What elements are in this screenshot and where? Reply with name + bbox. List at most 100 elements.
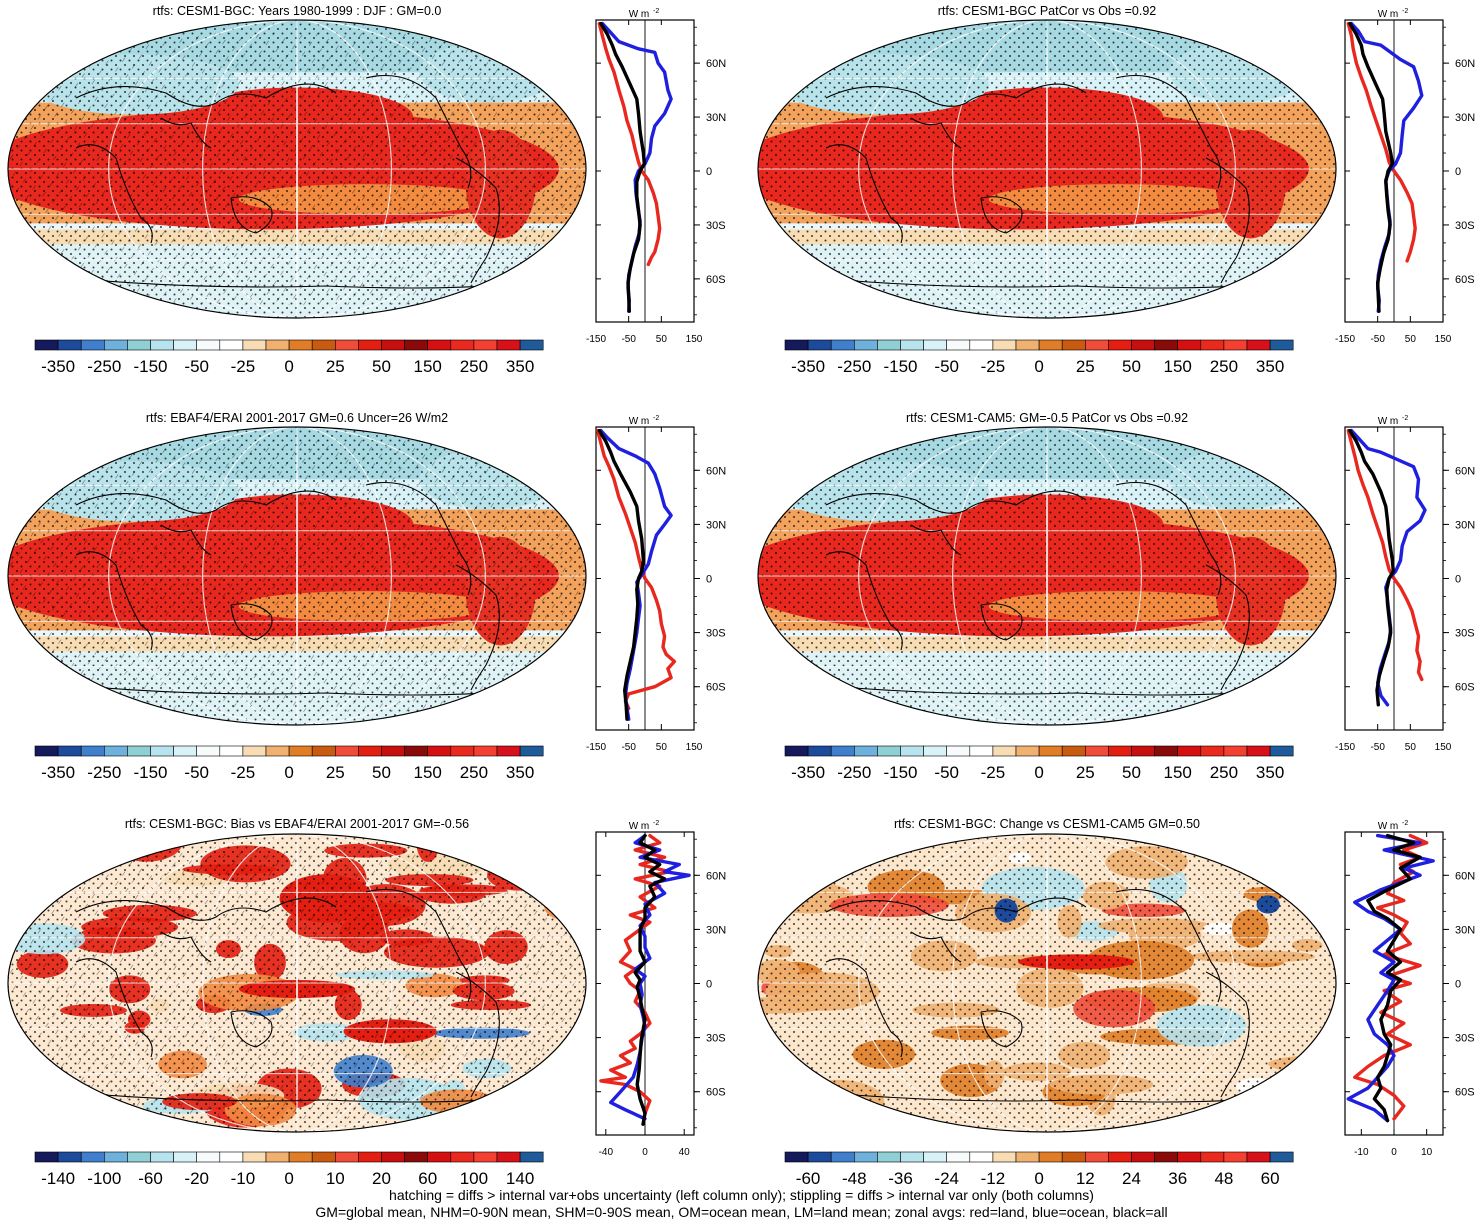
zonal-lat-tick-label: 0 [1455, 166, 1461, 178]
colorbar-label: 250 [1210, 763, 1238, 782]
zonal-x-tick-label: 150 [686, 742, 703, 753]
colorbar-swatch [923, 745, 948, 757]
colorbar-swatch [288, 339, 313, 351]
zonal-average-plot: W m -2 60N 30N 0 30S 60S -10 0 10 [1344, 820, 1475, 1158]
zonal-all-line [1366, 833, 1422, 1123]
colorbar-swatch [807, 339, 832, 351]
panel-title: rtfs: EBAF4/ERAI 2001-2017 GM=0.6 Uncer=… [145, 411, 449, 425]
zonal-lat-tick-label: 60S [706, 274, 726, 286]
colorbar-swatch [1084, 745, 1109, 757]
zonal-lat-tick-label: 60S [706, 1087, 726, 1099]
zonal-lat-tick-label: 30N [1455, 112, 1475, 124]
zonal-average-plot: W m -2 60N 30N 0 30S 60S -150 -50 50 150 [1335, 415, 1475, 753]
colorbar-swatch [1269, 745, 1294, 757]
colorbar-swatch [150, 1151, 174, 1163]
colorbar-swatch [877, 1151, 901, 1163]
colorbar-label: -50 [934, 357, 959, 376]
colorbar-label: -250 [87, 357, 121, 376]
colorbar-label: 60 [418, 1169, 437, 1188]
zonal-x-tick-label: -150 [586, 334, 606, 345]
colorbar-label: 36 [1168, 1169, 1187, 1188]
colorbar-label: -25 [231, 763, 256, 782]
colorbar-swatch [1246, 339, 1271, 351]
colorbar-label: -36 [888, 1169, 913, 1188]
colorbar-label: -150 [883, 763, 917, 782]
colorbar-swatch [127, 339, 151, 351]
zonal-unit-superscript: -2 [653, 415, 659, 422]
zonal-lat-tick-label: 30S [1455, 220, 1475, 232]
colorbar-swatch [1015, 339, 1040, 351]
colorbar-swatch [242, 745, 267, 757]
map-panel [7, 426, 587, 726]
colorbar-swatch [57, 339, 82, 351]
colorbar-swatch [381, 745, 405, 757]
colorbar-label: -250 [837, 357, 871, 376]
colorbar-label: -100 [87, 1169, 121, 1188]
zonal-x-tick-label: 40 [679, 1147, 691, 1158]
colorbar-swatch [1269, 1151, 1294, 1163]
colorbar-label: 350 [1256, 763, 1284, 782]
colorbar-label: -48 [842, 1169, 867, 1188]
colorbar-label: -150 [883, 357, 917, 376]
colorbar-swatch [358, 339, 382, 351]
colorbar-swatch [196, 339, 221, 351]
colorbar-swatch [311, 1151, 336, 1163]
zonal-all-line [1348, 21, 1395, 313]
colorbar-swatch [104, 339, 128, 351]
zonal-unit-label: W m [629, 9, 650, 20]
colorbar-swatch [1108, 339, 1132, 351]
colorbar-swatch [1084, 339, 1109, 351]
colorbar-swatch [334, 339, 359, 351]
colorbar-swatch [1061, 339, 1086, 351]
colorbar-label: 0 [284, 357, 293, 376]
panel-title: rtfs: CESM1-BGC: Change vs CESM1-CAM5 GM… [894, 817, 1200, 831]
map-panel [7, 19, 587, 319]
colorbar-swatch [900, 339, 924, 351]
colorbar-swatch [381, 339, 405, 351]
colorbar-swatch [1154, 745, 1179, 757]
colorbar-swatch [830, 1151, 855, 1163]
colorbar-label: 25 [1076, 763, 1095, 782]
zonal-lat-tick-label: 30N [706, 112, 726, 124]
panel-title: rtfs: CESM1-BGC PatCor vs Obs =0.92 [937, 4, 1157, 18]
colorbar-swatch [1200, 745, 1225, 757]
colorbar-label: 20 [372, 1169, 391, 1188]
colorbar-label: -60 [138, 1169, 163, 1188]
colorbar-swatch [265, 745, 290, 757]
colorbar: -140 -100 -60 -20 -10 0 10 20 60 100 140 [34, 1151, 544, 1188]
colorbar-swatch [1177, 1151, 1202, 1163]
colorbar-swatch [1177, 745, 1202, 757]
zonal-x-tick-label: 50 [1405, 334, 1417, 345]
colorbar-swatch [946, 339, 971, 351]
colorbar-swatch [854, 1151, 878, 1163]
colorbar-label: -20 [184, 1169, 209, 1188]
colorbar-swatch [80, 745, 105, 757]
zonal-lat-tick-label: 30N [1455, 924, 1475, 936]
colorbar-swatch [358, 1151, 382, 1163]
colorbar-swatch [450, 1151, 475, 1163]
colorbar-swatch [992, 1151, 1017, 1163]
colorbar-swatch [946, 1151, 971, 1163]
colorbar: -350 -250 -150 -50 -25 0 25 50 150 250 350 [34, 745, 544, 782]
zonal-unit-superscript: -2 [1402, 8, 1408, 15]
zonal-unit-label: W m [1378, 9, 1399, 20]
zonal-x-tick-label: 50 [656, 334, 668, 345]
colorbar-label: -350 [791, 357, 825, 376]
colorbar-swatch [1223, 1151, 1248, 1163]
colorbar-swatch [104, 745, 128, 757]
colorbar-swatch [1131, 1151, 1155, 1163]
zonal-unit-superscript: -2 [1402, 415, 1408, 422]
colorbar-swatch [34, 339, 59, 351]
colorbar-label: 50 [1122, 357, 1141, 376]
colorbar-swatch [404, 745, 429, 757]
colorbar-swatch [923, 339, 948, 351]
zonal-unit-superscript: -2 [1402, 820, 1408, 827]
zonal-unit-superscript: -2 [653, 820, 659, 827]
colorbar-label: -24 [934, 1169, 959, 1188]
zonal-average-plot: W m -2 60N 30N 0 30S 60S -150 -50 50 150 [586, 415, 726, 753]
panel-title: rtfs: CESM1-BGC: Bias vs EBAF4/ERAI 2001… [124, 817, 470, 831]
colorbar-label: -140 [41, 1169, 75, 1188]
colorbar-label: 140 [506, 1169, 534, 1188]
colorbar-label: 0 [1034, 763, 1043, 782]
colorbar-label: -25 [981, 763, 1006, 782]
